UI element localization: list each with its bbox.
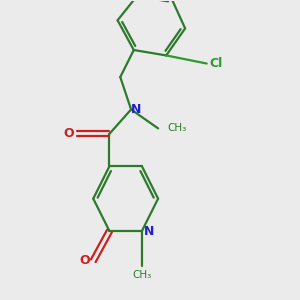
Text: CH₃: CH₃ [132,270,152,280]
Text: N: N [143,225,154,238]
Text: CH₃: CH₃ [168,123,187,134]
Text: Cl: Cl [209,57,223,70]
Text: N: N [131,103,142,116]
Text: O: O [80,254,91,267]
Text: O: O [64,127,74,140]
